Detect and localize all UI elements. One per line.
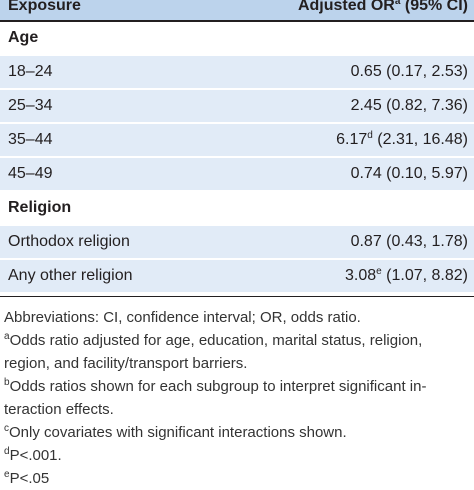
footnote-text: Only covariates with significant interac… (9, 424, 347, 441)
row-label: 18–24 (8, 63, 53, 80)
footnotes: Abbreviations: CI, confidence interval; … (4, 306, 472, 490)
or-cell: 2.45 (0.82, 7.36) (351, 97, 468, 115)
header-text: (95% CI) (404, 0, 468, 14)
footnote: eP<.05 (4, 467, 472, 490)
footnote: aOdds ratio adjusted for age, education,… (4, 329, 472, 375)
footnote-mark: d (4, 446, 10, 457)
row-label: 45–49 (8, 165, 53, 182)
row-label: 25–34 (8, 97, 53, 114)
data-row: 18–24 0.65 (0.17, 2.53) (0, 56, 474, 90)
or-cell: 0.65 (0.17, 2.53) (351, 63, 468, 81)
footnote-mark: d (367, 130, 373, 141)
data-row: Any other religion 3.08e (1.07, 8.82) (0, 260, 474, 294)
odds-ratio: 0.74 (350, 165, 382, 182)
odds-ratio: 2.45 (350, 97, 382, 114)
footnote-mark: c (4, 423, 9, 434)
odds-ratio: 0.65 (350, 63, 382, 80)
confidence-interval: (0.43, 1.78) (386, 233, 468, 250)
row-label: Any other religion (8, 267, 133, 284)
table-rule (0, 296, 474, 297)
footnote-text: P<.001. (9, 447, 62, 464)
odds-ratio: 3.08 (345, 267, 377, 284)
data-row: 45–49 0.74 (0.10, 5.97) (0, 158, 474, 192)
footnote-text: Abbreviations: CI, confidence interval; … (4, 309, 361, 326)
confidence-interval: (2.31, 16.48) (377, 131, 468, 148)
section-row: Age (0, 22, 474, 56)
confidence-interval: (0.82, 7.36) (386, 97, 468, 114)
confidence-interval: (1.07, 8.82) (386, 267, 468, 284)
confidence-interval: (0.10, 5.97) (386, 165, 468, 182)
odds-ratio: 6.17 (336, 131, 368, 148)
header-cell: Adjusted ORa (95% CI) (298, 0, 468, 15)
odds-ratio: 0.87 (350, 233, 382, 250)
or-cell: 3.08e (1.07, 8.82) (345, 267, 468, 285)
section-label: Religion (8, 199, 72, 216)
row-label: Orthodox religion (8, 233, 130, 250)
table: Exposure Adjusted ORa (95% CI) Age 18–24 0.6… (0, 0, 474, 294)
footnote: cOnly covariates with significant intera… (4, 421, 472, 444)
footnote-text: P<.05 (9, 470, 50, 487)
confidence-interval: (0.17, 2.53) (386, 63, 468, 80)
footnote-text: Odds ratio adjusted for age, education, … (4, 332, 423, 372)
footnote-mark: e (376, 266, 382, 277)
header-text: Adjusted OR (297, 0, 395, 14)
or-cell: 6.17d (2.31, 16.48) (336, 131, 468, 149)
or-cell: 0.87 (0.43, 1.78) (351, 233, 468, 251)
header-cell: Exposure (8, 0, 81, 14)
footnote-mark: a (4, 331, 10, 342)
footnote-text: Odds ratios shown for each subgroup to i… (4, 378, 427, 418)
data-row: 35–44 6.17d (2.31, 16.48) (0, 124, 474, 158)
section-row: Religion (0, 192, 474, 226)
footnote: bOdds ratios shown for each subgroup to … (4, 375, 472, 421)
row-label: 35–44 (8, 131, 53, 148)
header-row: Exposure Adjusted ORa (95% CI) (0, 0, 474, 22)
footnote: dP<.001. (4, 444, 472, 467)
footnote-mark: a (394, 0, 401, 7)
data-row: 25–34 2.45 (0.82, 7.36) (0, 90, 474, 124)
section-label: Age (8, 29, 39, 46)
data-row: Orthodox religion 0.87 (0.43, 1.78) (0, 226, 474, 260)
or-cell: 0.74 (0.10, 5.97) (351, 165, 468, 183)
footnote-mark: b (4, 377, 10, 388)
footnote: Abbreviations: CI, confidence interval; … (4, 306, 472, 329)
